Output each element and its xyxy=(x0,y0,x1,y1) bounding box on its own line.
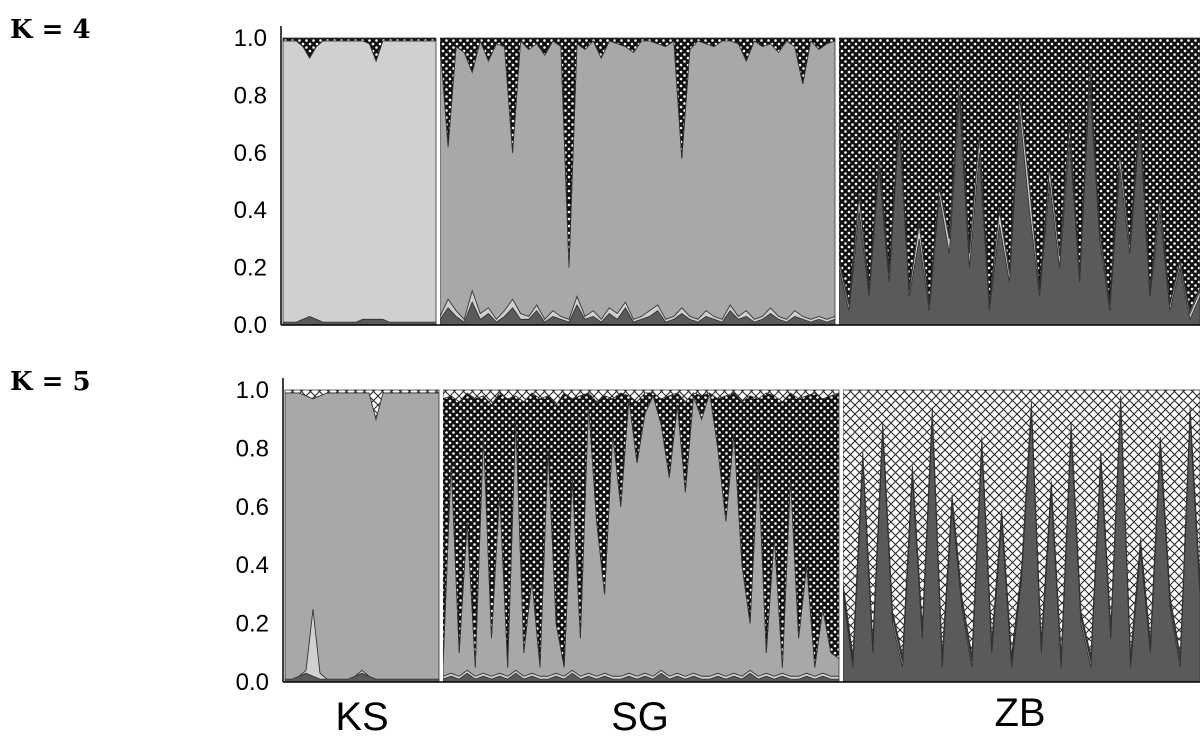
cluster-area-5 xyxy=(442,389,840,406)
y-tick-label: 0.4 xyxy=(236,552,269,579)
group-separator xyxy=(437,26,440,327)
cluster-area-5 xyxy=(284,389,440,421)
cluster-area-4 xyxy=(838,37,1200,312)
group-label-ks: KS xyxy=(335,695,388,739)
segment-sg xyxy=(439,37,836,326)
segment-ks xyxy=(284,389,440,683)
panel-label-k5: K = 5 xyxy=(10,367,91,397)
y-tick-label: 0.8 xyxy=(236,435,269,462)
plot-area-k5 xyxy=(284,378,1200,684)
cluster-area-3 xyxy=(284,392,440,680)
y-tick-label: 0.0 xyxy=(234,312,267,339)
y-tick-label: 0.6 xyxy=(236,494,269,521)
panel-k5: K = 5 1.0 0.8 0.6 0.4 0.2 0.0 xyxy=(10,367,1200,696)
segment-ks xyxy=(282,37,437,326)
group-label-zb: ZB xyxy=(994,691,1045,735)
y-axis-k4: 1.0 0.8 0.6 0.4 0.2 0.0 xyxy=(234,25,1200,339)
segment-zb xyxy=(842,389,1200,683)
plot-area-k4 xyxy=(282,26,1200,327)
cluster-area-4 xyxy=(282,37,437,63)
population-labels: KS SG ZB xyxy=(335,691,1045,739)
group-separator xyxy=(440,378,443,684)
group-separator xyxy=(840,378,843,684)
group-label-sg: SG xyxy=(611,695,669,739)
cluster-area-2 xyxy=(282,40,437,323)
cluster-area-4 xyxy=(439,37,836,268)
cluster-area-5 xyxy=(842,389,1200,656)
group-separator xyxy=(836,26,839,327)
segment-zb xyxy=(838,37,1200,326)
y-tick-label: 0.4 xyxy=(234,197,267,224)
y-tick-label: 1.0 xyxy=(236,377,269,404)
y-tick-label: 1.0 xyxy=(234,25,267,52)
y-tick-label: 0.8 xyxy=(234,82,267,109)
panel-k4: K = 4 1.0 0.8 0.6 0.4 0.2 0.0 xyxy=(10,15,1200,339)
cluster-area-3 xyxy=(439,39,836,321)
panel-label-k4: K = 4 xyxy=(10,15,91,45)
y-axis-k5: 1.0 0.8 0.6 0.4 0.2 0.0 xyxy=(236,377,1200,696)
y-tick-label: 0.6 xyxy=(234,140,267,167)
segment-sg xyxy=(442,389,840,683)
y-tick-label: 0.2 xyxy=(236,611,269,638)
y-tick-label: 0.0 xyxy=(236,669,269,696)
y-tick-label: 0.2 xyxy=(234,255,267,282)
